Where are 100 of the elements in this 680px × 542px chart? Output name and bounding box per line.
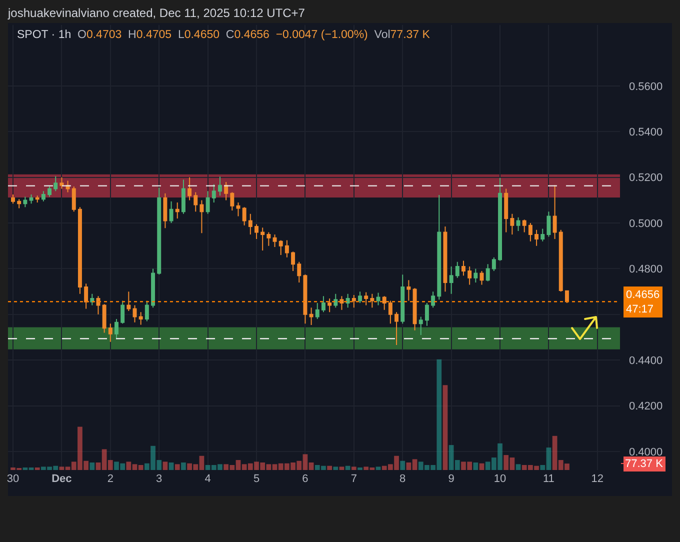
- ref-line-label: 0.4656 47:17: [626, 289, 660, 316]
- candlestick: [212, 184, 216, 203]
- bar: [302, 454, 308, 470]
- bar: [473, 462, 478, 470]
- x-tick-label: 9: [448, 473, 454, 485]
- bar: [430, 465, 436, 470]
- candlestick: [11, 194, 15, 204]
- candlestick: [443, 226, 448, 292]
- candlestick: [114, 318, 118, 339]
- candlestick: [418, 316, 423, 336]
- candlestick: [437, 194, 442, 300]
- bar: [308, 462, 314, 470]
- chart-title: joshuakevinalviano created, Dec 11, 2025 10:12 UTC+7: [7, 6, 306, 20]
- candlestick: [48, 186, 52, 198]
- bar: [78, 426, 82, 470]
- candlestick: [364, 292, 368, 306]
- candlestick: [272, 234, 277, 248]
- candlestick: [358, 291, 362, 304]
- bar: [260, 462, 266, 470]
- annotation: C0.4656: [226, 29, 270, 41]
- candlestick: [17, 198, 22, 209]
- x-tick-label: Dec: [52, 473, 72, 485]
- x-tick-label: 3: [156, 473, 162, 485]
- y-tick-label: 0.5400: [629, 126, 663, 139]
- candlestick: [84, 283, 88, 310]
- bar: [144, 463, 150, 470]
- candlestick: [309, 307, 314, 326]
- x-tick-label: 11: [543, 473, 554, 485]
- bar: [321, 466, 326, 470]
- candlestick: [138, 312, 143, 326]
- candlestick: [218, 176, 222, 196]
- bar: [242, 464, 247, 470]
- candlestick: [321, 296, 326, 313]
- bar: [448, 445, 454, 470]
- candlestick: [54, 176, 58, 192]
- x-tick-label: 30: [6, 473, 20, 485]
- candlestick: [102, 304, 106, 334]
- candlestick: [96, 296, 100, 315]
- bar: [491, 458, 496, 470]
- candlestick: [468, 266, 472, 286]
- bar: [467, 462, 472, 470]
- bar: [168, 462, 174, 470]
- candlestick: [266, 232, 271, 246]
- candlestick: [558, 229, 563, 292]
- candlestick: [382, 296, 386, 310]
- x-tick-label: 10: [494, 473, 506, 485]
- y2-tick-label: 77.37 K: [625, 458, 664, 470]
- bar: [162, 462, 168, 470]
- bar: [412, 459, 418, 470]
- candlestick: [284, 240, 289, 258]
- candlestick: [260, 227, 265, 251]
- bar: [90, 462, 95, 470]
- candlestick: [163, 192, 168, 229]
- candlestick: [546, 211, 551, 238]
- candlestick: [455, 261, 460, 278]
- bar: [485, 462, 490, 470]
- y-tick-label: 0.5200: [629, 172, 663, 184]
- bar: [102, 449, 107, 470]
- candlestick: [303, 274, 308, 324]
- bar: [534, 466, 539, 470]
- candlestick: [564, 290, 569, 304]
- bar: [96, 462, 101, 470]
- bar: [132, 464, 138, 470]
- bar: [193, 464, 198, 470]
- candlestick: [248, 213, 252, 235]
- candlestick: [78, 206, 82, 294]
- bar: [314, 465, 320, 470]
- x-tick-label: 2: [107, 473, 114, 485]
- bar: [333, 466, 338, 470]
- candlestick: [291, 251, 296, 272]
- candlestick: [181, 179, 186, 214]
- candlestick: [492, 256, 496, 272]
- bar: [364, 466, 369, 470]
- bar: [126, 462, 132, 470]
- bar: [442, 385, 448, 470]
- y-tick-label: 0.4800: [629, 264, 663, 276]
- bar: [278, 463, 284, 470]
- bar: [150, 446, 156, 470]
- bar: [400, 460, 406, 470]
- x-tick-label: 6: [302, 473, 308, 485]
- bar: [120, 463, 126, 470]
- bar: [558, 460, 564, 470]
- candlestick: [236, 202, 240, 217]
- candlestick: [60, 176, 64, 190]
- bar: [211, 465, 216, 470]
- y-tick-label: 0.5600: [629, 80, 663, 93]
- candlestick: [242, 206, 246, 226]
- bar: [205, 465, 210, 470]
- candlestick: [120, 300, 125, 324]
- candlestick: [340, 296, 344, 310]
- candlestick: [254, 224, 258, 240]
- x-tick-label: 7: [350, 473, 357, 485]
- candlestick: [498, 177, 502, 262]
- bar: [156, 460, 162, 470]
- candlestick: [370, 293, 374, 308]
- candlestick: [108, 323, 112, 342]
- candlestick: [126, 291, 131, 312]
- bar: [41, 466, 46, 470]
- annotation: −0.0047 (−1.00%): [276, 29, 368, 41]
- bar: [272, 464, 278, 470]
